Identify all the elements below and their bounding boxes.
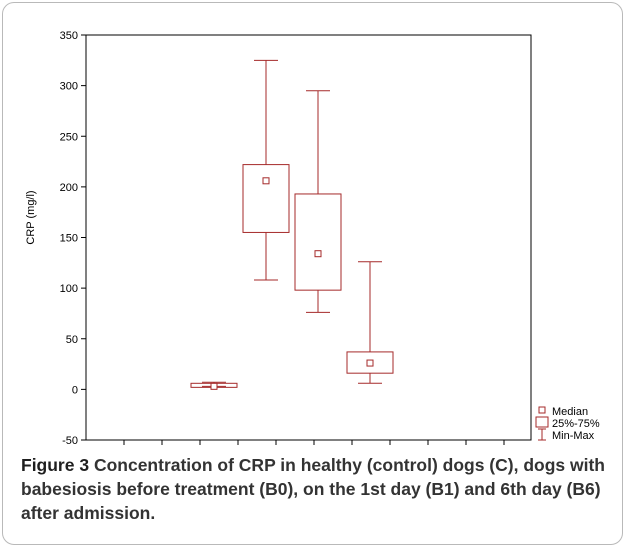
- y-tick-label: 300: [60, 81, 78, 93]
- median-marker: [366, 359, 374, 367]
- caption-text: Concentration of CRP in healthy (control…: [21, 455, 605, 523]
- figure-caption: Figure 3 Concentration of CRP in healthy…: [21, 453, 613, 525]
- iqr-box: [294, 193, 342, 291]
- plot-frame: [85, 34, 532, 441]
- y-tick-label: -50: [62, 435, 78, 447]
- median-marker: [262, 177, 270, 185]
- caption-label: Figure 3: [21, 455, 94, 475]
- y-tick-label: 100: [60, 283, 78, 295]
- legend-label: 25%-75%: [552, 418, 600, 430]
- y-tick-label: 150: [60, 233, 78, 245]
- legend-label: Median: [552, 406, 588, 418]
- y-tick-label: 50: [66, 334, 78, 346]
- legend-box-icon: [535, 416, 549, 428]
- y-tick-label: 200: [60, 182, 78, 194]
- y-axis-label: CRP (mg/l): [25, 190, 37, 244]
- iqr-box: [346, 351, 394, 374]
- y-tick-label: 350: [60, 30, 78, 42]
- y-tick-label: 0: [72, 384, 78, 396]
- median-marker: [210, 382, 218, 390]
- median-marker: [314, 250, 322, 258]
- legend-label: Min-Max: [552, 430, 595, 442]
- iqr-box: [242, 164, 290, 233]
- legend-median-icon: [538, 406, 546, 414]
- y-tick-label: 250: [60, 131, 78, 143]
